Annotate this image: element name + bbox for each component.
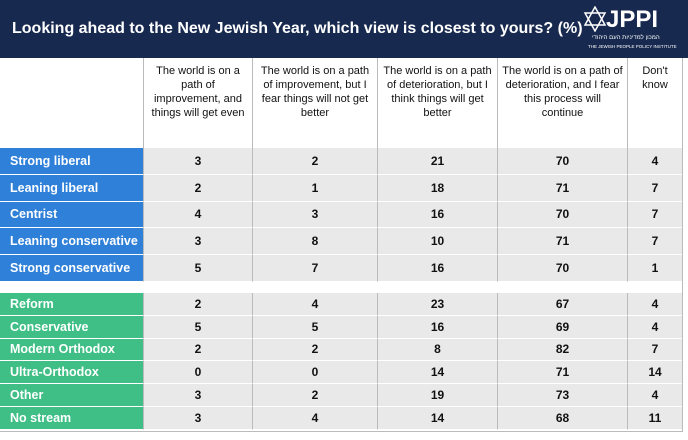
logo-hebrew: המכון למדיניות העם היהודי	[592, 35, 660, 41]
value-cell: 5	[143, 315, 252, 339]
table-border	[682, 58, 683, 432]
value-cell: 4	[143, 201, 252, 229]
value-cell: 7	[252, 255, 377, 282]
row-label: Modern Orthodox	[0, 338, 143, 362]
row-label: Leaning liberal	[0, 174, 143, 202]
value-cell: 14	[377, 407, 497, 430]
value-cell: 70	[497, 201, 627, 229]
logo-star	[583, 6, 607, 32]
value-cell: 16	[377, 255, 497, 282]
row-label: Centrist	[0, 201, 143, 229]
value-cell: 5	[252, 315, 377, 339]
value-cell: 11	[627, 407, 682, 430]
value-cell: 8	[252, 228, 377, 256]
row-label: Ultra-Orthodox	[0, 361, 143, 385]
value-cell: 1	[627, 255, 682, 282]
value-cell: 67	[497, 293, 627, 316]
column-header: The world is on a path of improvement, a…	[143, 58, 252, 148]
value-cell: 7	[627, 174, 682, 202]
value-cell: 14	[627, 361, 682, 385]
value-cell: 4	[627, 384, 682, 407]
value-cell: 4	[627, 148, 682, 175]
row-label: Reform	[0, 293, 143, 316]
value-cell: 69	[497, 315, 627, 339]
value-cell: 14	[377, 361, 497, 385]
value-cell: 73	[497, 384, 627, 407]
value-cell: 1	[252, 174, 377, 202]
value-cell: 19	[377, 384, 497, 407]
value-cell: 2	[252, 338, 377, 362]
value-cell: 2	[143, 174, 252, 202]
value-cell: 2	[143, 338, 252, 362]
value-cell: 70	[497, 255, 627, 282]
value-cell: 4	[252, 293, 377, 316]
value-cell: 3	[143, 148, 252, 175]
value-cell: 3	[143, 407, 252, 430]
value-cell: 82	[497, 338, 627, 362]
value-cell: 0	[252, 361, 377, 385]
value-cell: 68	[497, 407, 627, 430]
column-header: The world is on a path of deterioration,…	[497, 58, 627, 148]
header-bar: Looking ahead to the New Jewish Year, wh…	[0, 0, 688, 58]
value-cell: 2	[252, 148, 377, 175]
value-cell: 71	[497, 174, 627, 202]
value-cell: 2	[143, 293, 252, 316]
column-header: The world is on a path of improvement, b…	[252, 58, 377, 148]
value-cell: 7	[627, 201, 682, 229]
row-label: Leaning conservative	[0, 228, 143, 256]
separator	[0, 282, 682, 293]
value-cell: 16	[377, 315, 497, 339]
column-header: Don't know	[627, 58, 682, 148]
value-cell: 5	[143, 255, 252, 282]
title: Looking ahead to the New Jewish Year, wh…	[12, 20, 583, 37]
value-cell: 71	[497, 361, 627, 385]
value-cell: 21	[377, 148, 497, 175]
value-cell: 3	[252, 201, 377, 229]
column-header: The world is on a path of deterioration,…	[377, 58, 497, 148]
value-cell: 3	[143, 228, 252, 256]
value-cell: 23	[377, 293, 497, 316]
value-cell: 7	[627, 338, 682, 362]
value-cell: 3	[143, 384, 252, 407]
value-cell: 7	[627, 228, 682, 256]
logo-subtitle: THE JEWISH PEOPLE POLICY INSTITUTE	[588, 44, 677, 49]
value-cell: 2	[252, 384, 377, 407]
logo-text: JPPI	[606, 6, 659, 33]
value-cell: 18	[377, 174, 497, 202]
table-border	[0, 431, 683, 432]
value-cell: 4	[627, 315, 682, 339]
row-label: Other	[0, 384, 143, 407]
row-label: Conservative	[0, 315, 143, 339]
value-cell: 4	[252, 407, 377, 430]
value-cell: 4	[627, 293, 682, 316]
value-cell: 10	[377, 228, 497, 256]
value-cell: 8	[377, 338, 497, 362]
value-cell: 16	[377, 201, 497, 229]
value-cell: 70	[497, 148, 627, 175]
row-label: No stream	[0, 407, 143, 430]
value-cell: 71	[497, 228, 627, 256]
row-label: Strong liberal	[0, 148, 143, 175]
row-label: Strong conservative	[0, 255, 143, 282]
value-cell: 0	[143, 361, 252, 385]
